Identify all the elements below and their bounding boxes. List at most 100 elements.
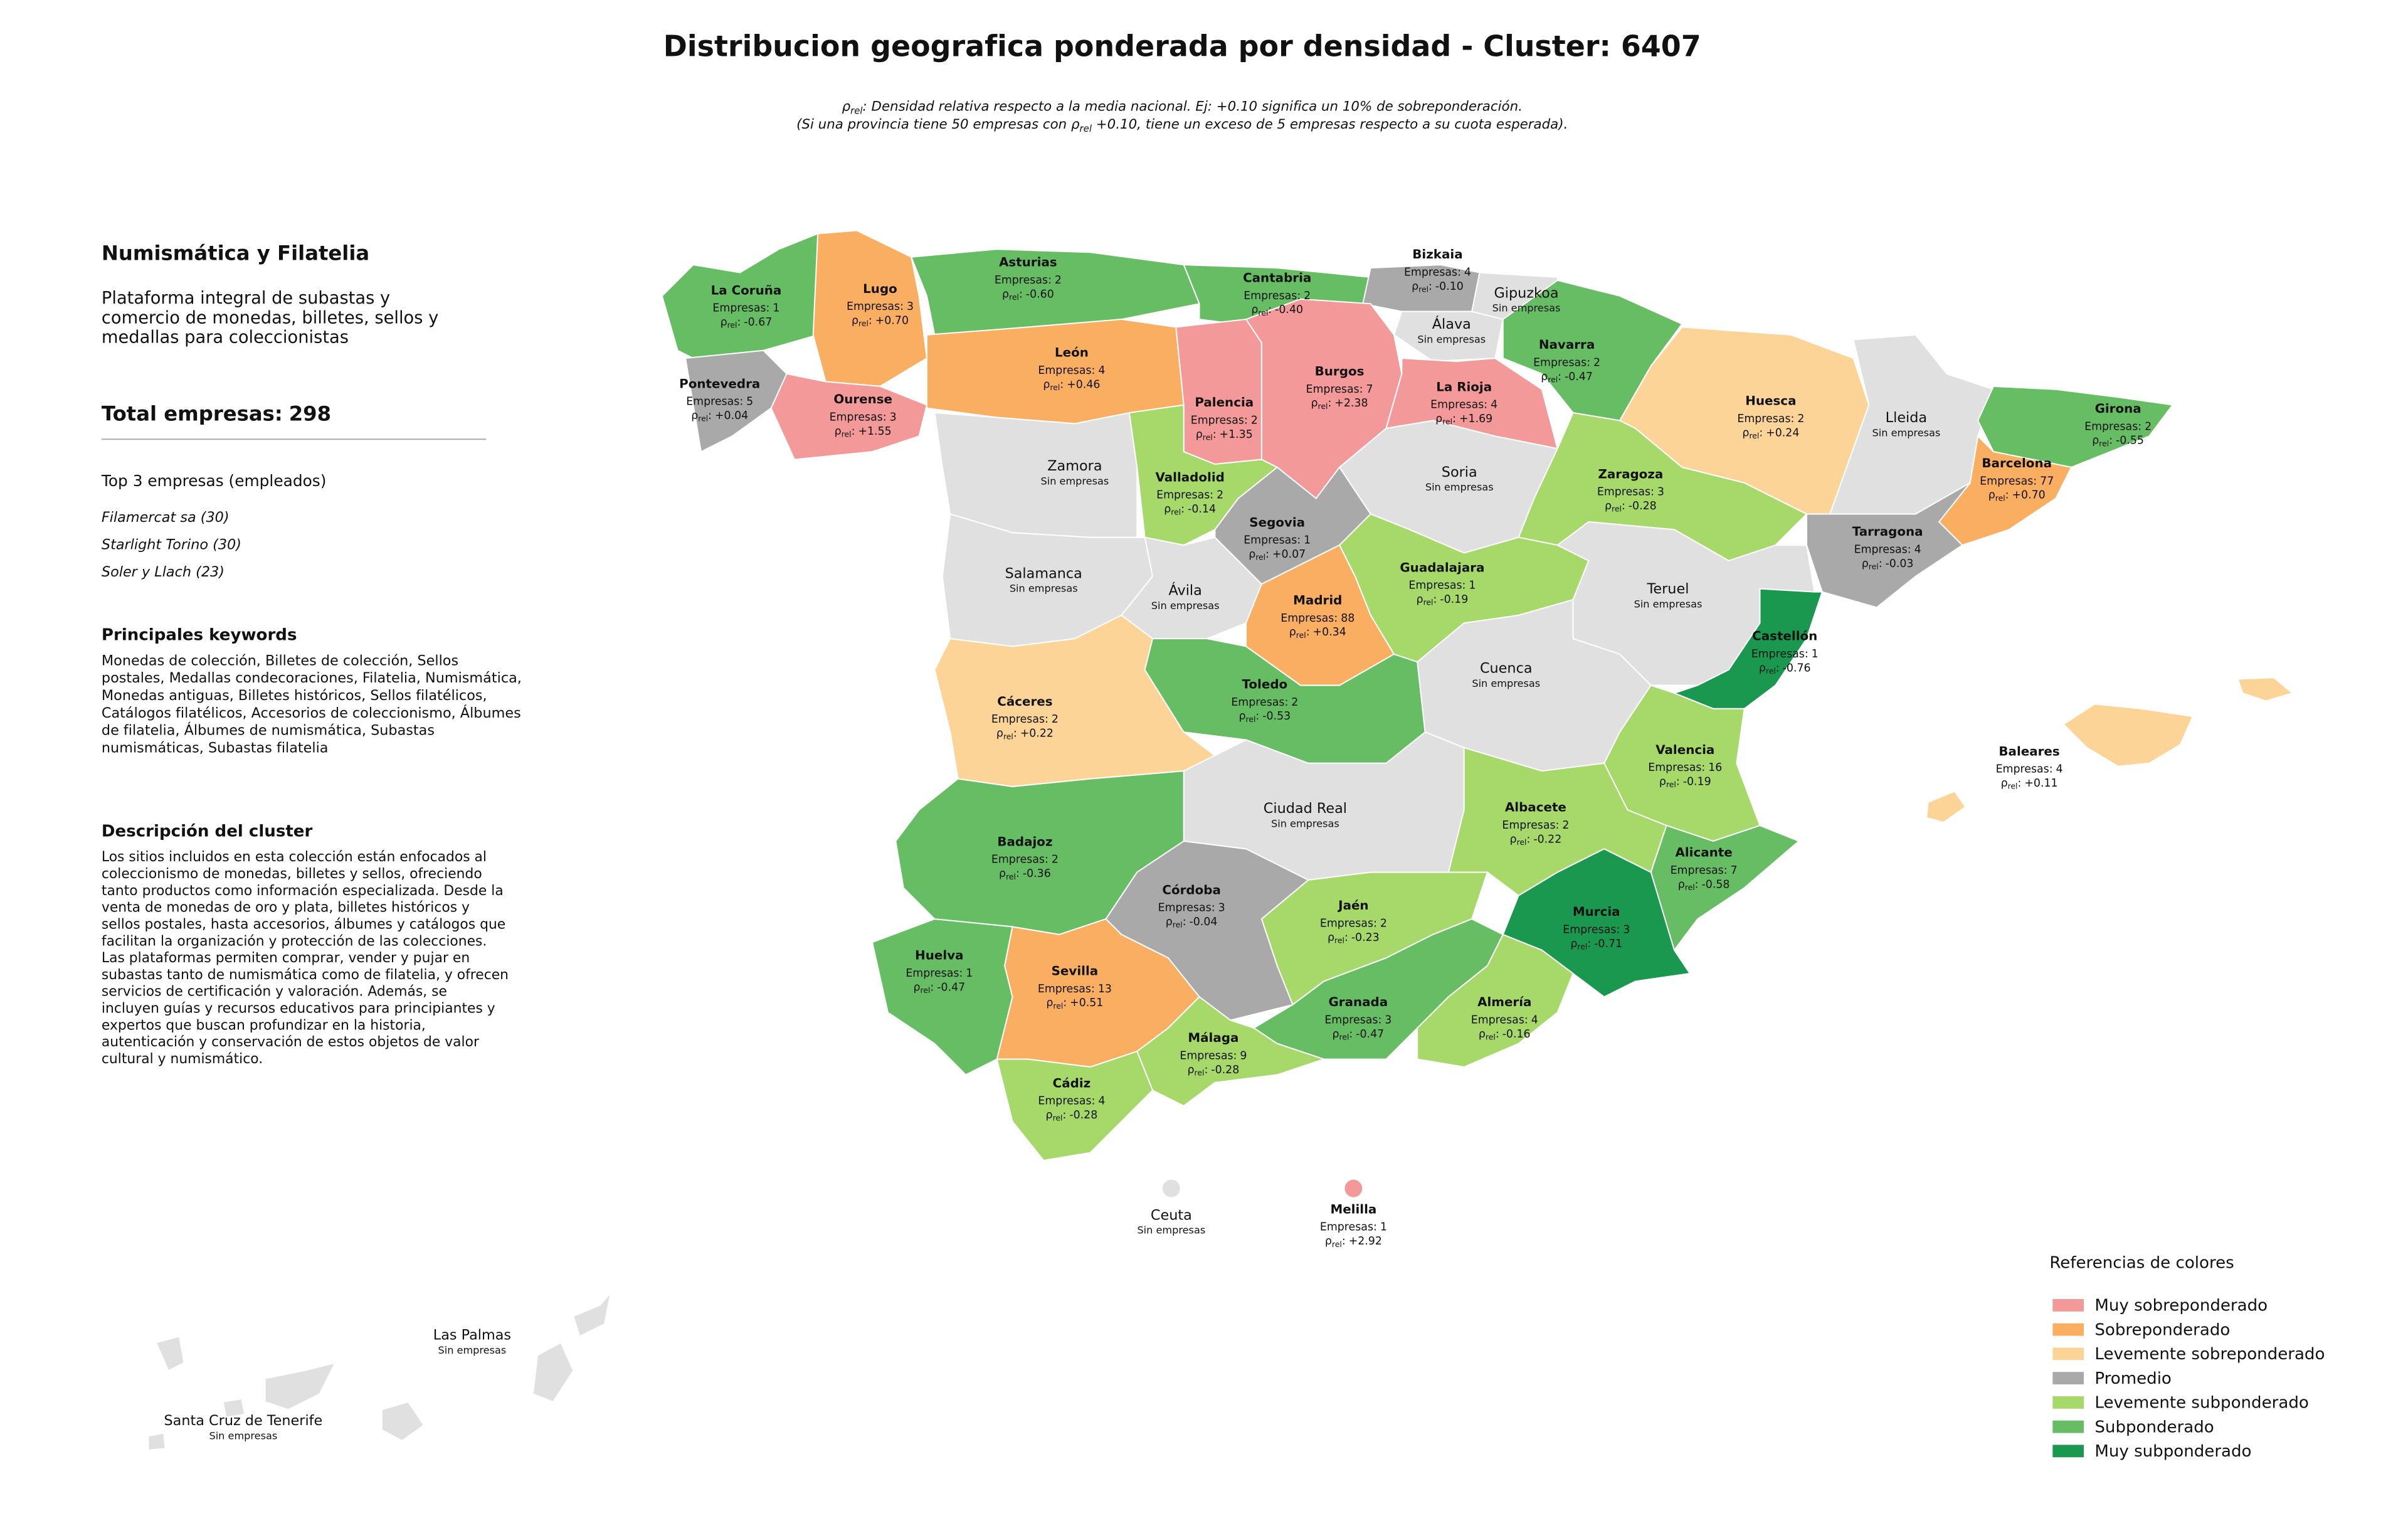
province-rho: ρrel: +0.51 (1046, 997, 1103, 1011)
rho-suffix: : (1016, 867, 1020, 880)
province-name: Málaga (1188, 1031, 1238, 1045)
province-name: Guadalajara (1400, 560, 1484, 575)
rho-symbol: ρ (1435, 413, 1442, 425)
province-name: Soria (1442, 464, 1477, 480)
province-rho: ρrel: +0.70 (852, 315, 909, 329)
rho-suffix: : (737, 316, 741, 329)
rho-symbol: ρ (691, 410, 698, 422)
title: Distribucion geografica ponderada por de… (663, 29, 1701, 63)
rho-sub: rel (1548, 375, 1558, 385)
rho-sub: rel (1339, 1032, 1349, 1042)
rho-suffix: : (1268, 304, 1272, 316)
province-name: Lleida (1886, 410, 1927, 426)
rho-value: -0.28 (1629, 500, 1657, 512)
rho-suffix: : (1213, 428, 1217, 441)
rho-value: -0.04 (1190, 916, 1218, 928)
rho-suffix: : (1434, 593, 1437, 606)
rho-value: +0.04 (715, 410, 748, 422)
rho-value: -0.03 (1886, 558, 1914, 570)
count-label: Empresas: (1180, 1050, 1237, 1063)
province-name: Granada (1329, 995, 1388, 1009)
rho-sub: rel (921, 985, 931, 995)
rho-value: -0.36 (1023, 867, 1051, 880)
rho-sub: rel (1003, 731, 1013, 741)
province-shape (1161, 1178, 1181, 1199)
province-rho: ρrel: -0.28 (1188, 1064, 1240, 1078)
province-name: Palencia (1195, 395, 1254, 410)
rho-value: -0.55 (2116, 435, 2144, 447)
rho-value: -0.67 (744, 316, 772, 329)
keywords-line: postales, Medallas condecoraciones, Fila… (102, 670, 522, 686)
count-label: Empresas: (991, 854, 1048, 866)
count-label: Empresas: (1648, 761, 1705, 774)
province-name: Girona (2095, 401, 2141, 416)
legend-label: Promedio (2094, 1369, 2172, 1388)
province-name: Cuenca (1480, 661, 1533, 677)
count-value: 4 (1531, 1014, 1538, 1026)
province-name: Badajoz (997, 834, 1052, 849)
province-count: Empresas: 3 (830, 411, 897, 423)
rho-suffix: : (1255, 710, 1259, 723)
count-label: Empresas: (1320, 1221, 1377, 1234)
top-title: Top 3 empresas (empleados) (101, 472, 326, 490)
province-rho: ρrel: -0.67 (721, 316, 773, 330)
province-rho: ρrel: +1.55 (835, 425, 892, 439)
legend-label: Levemente subponderado (2094, 1394, 2308, 1413)
province-rho: ρrel: -0.22 (1510, 833, 1562, 847)
rho-sub: rel (1053, 1113, 1063, 1123)
rho-sub: rel (1258, 308, 1268, 317)
province-rho: ρrel: +2.38 (1311, 397, 1368, 411)
rho-sub: rel (1318, 401, 1328, 411)
rho-sub: rel (1995, 493, 2005, 502)
description-line: comercio de monedas, billetes, sellos y (102, 308, 438, 327)
rho-symbol: ρ (835, 425, 842, 438)
count-value: 2 (1291, 696, 1298, 709)
count-value: 2 (1593, 357, 1600, 369)
legend-swatch (2052, 1298, 2084, 1312)
rho-suffix: : (1587, 938, 1591, 950)
legend-label: Muy sobreponderado (2094, 1297, 2268, 1315)
count-value: 77 (2040, 475, 2054, 487)
rho-suffix: : (2005, 489, 2009, 502)
rho-suffix: : (1676, 776, 1680, 788)
no-data-label: Sin empresas (438, 1344, 506, 1356)
province-rho: ρrel: +1.69 (1435, 413, 1492, 427)
count-label: Empresas: (1471, 1014, 1528, 1026)
province-name: Ourense (833, 392, 892, 406)
no-data-label: Sin empresas (1872, 427, 1941, 438)
rho-value: -0.28 (1069, 1109, 1097, 1122)
description-line: Plataforma integral de subastas y (102, 289, 390, 308)
count-label: Empresas: (1751, 648, 1809, 661)
rho-suffix: : (1328, 397, 1331, 410)
province-count: Empresas: 2 (1737, 413, 1804, 425)
province-count: Empresas: 4 (1038, 1095, 1105, 1108)
province-rho: ρrel: -0.28 (1605, 500, 1657, 514)
rho-value: -0.60 (1026, 288, 1054, 300)
rho-value: -0.40 (1275, 304, 1303, 316)
province-rho: ρrel: -0.16 (1479, 1028, 1531, 1042)
rho-symbol: ρ (1249, 548, 1255, 561)
rho-suffix: : (1344, 931, 1348, 944)
province-count: Empresas: 2 (1231, 696, 1298, 709)
province-count: Empresas: 4 (1996, 763, 2063, 776)
province-name: Albacete (1505, 800, 1566, 815)
rho-value: -0.47 (1356, 1028, 1384, 1041)
count-value: 3 (890, 411, 897, 423)
rho-value: +2.38 (1334, 397, 1368, 410)
count-value: 88 (1341, 612, 1354, 625)
province-name: Melilla (1330, 1202, 1376, 1216)
province-name: Zamora (1047, 458, 1102, 474)
cluster-line: venta de monedas de oro y plata, billete… (102, 900, 470, 916)
rho-sub: rel (1423, 598, 1434, 607)
rho-sub: rel (1612, 504, 1622, 514)
cluster-line: sellos postales, hasta accesorios, álbum… (102, 916, 505, 932)
province-name: Bizkaia (1412, 247, 1462, 262)
rho-symbol: ρ (1046, 1109, 1053, 1122)
province-count: Empresas: 1 (1408, 580, 1476, 592)
count-label: Empresas: (1038, 1095, 1095, 1108)
province-name: Sevilla (1052, 963, 1099, 978)
cluster-line: coleccionismo de monedas, billetes y sel… (102, 866, 482, 882)
rho-symbol: ρ (1166, 916, 1173, 928)
province-rho: ρrel: -0.19 (1659, 776, 1711, 790)
province-shape (910, 248, 1200, 336)
